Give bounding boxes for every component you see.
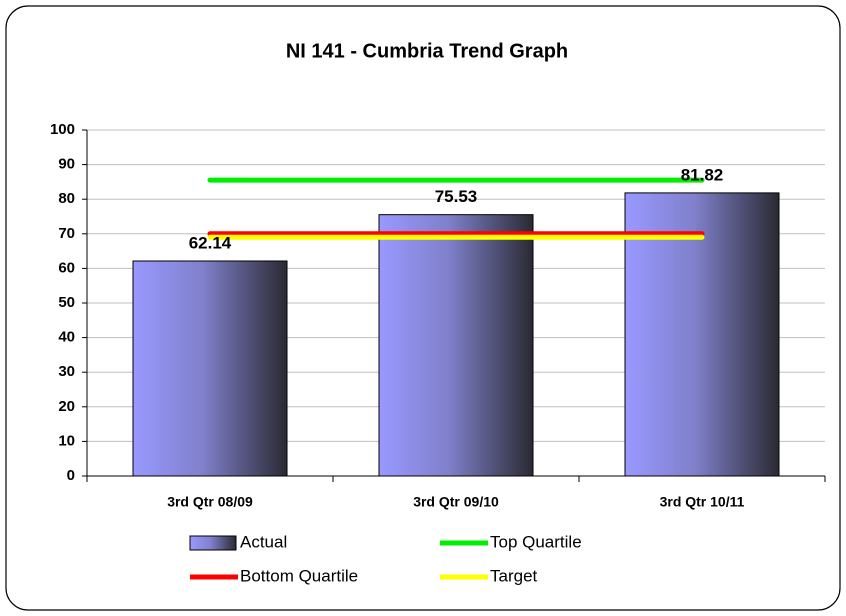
y-tick-label: 50 — [58, 294, 75, 311]
data-label: 62.14 — [189, 233, 232, 252]
y-tick-label: 90 — [58, 156, 75, 173]
chart-title: NI 141 - Cumbria Trend Graph — [286, 40, 568, 62]
bar — [378, 214, 534, 477]
y-tick-label: 80 — [58, 190, 75, 207]
x-tick-label: 3rd Qtr 10/11 — [660, 494, 745, 510]
legend-swatch — [189, 535, 237, 551]
y-tick-label: 20 — [58, 398, 75, 415]
y-tick-label: 30 — [58, 363, 75, 380]
y-tick-label: 100 — [50, 121, 75, 138]
bar — [132, 260, 288, 477]
y-tick-label: 40 — [58, 329, 75, 346]
x-tick-label: 3rd Qtr 08/09 — [167, 494, 253, 510]
y-tick-label: 10 — [58, 432, 75, 449]
legend-label: Target — [490, 566, 538, 585]
legend-label: Top Quartile — [490, 532, 582, 551]
y-tick-label: 0 — [67, 467, 75, 484]
y-tick-label: 60 — [58, 259, 75, 276]
x-tick-label: 3rd Qtr 09/10 — [413, 494, 499, 510]
bar — [624, 192, 780, 477]
legend-label: Bottom Quartile — [240, 566, 358, 585]
data-label: 81.82 — [681, 165, 724, 184]
y-tick-label: 70 — [58, 225, 75, 242]
legend-label: Actual — [240, 532, 287, 551]
data-label: 75.53 — [435, 187, 478, 206]
